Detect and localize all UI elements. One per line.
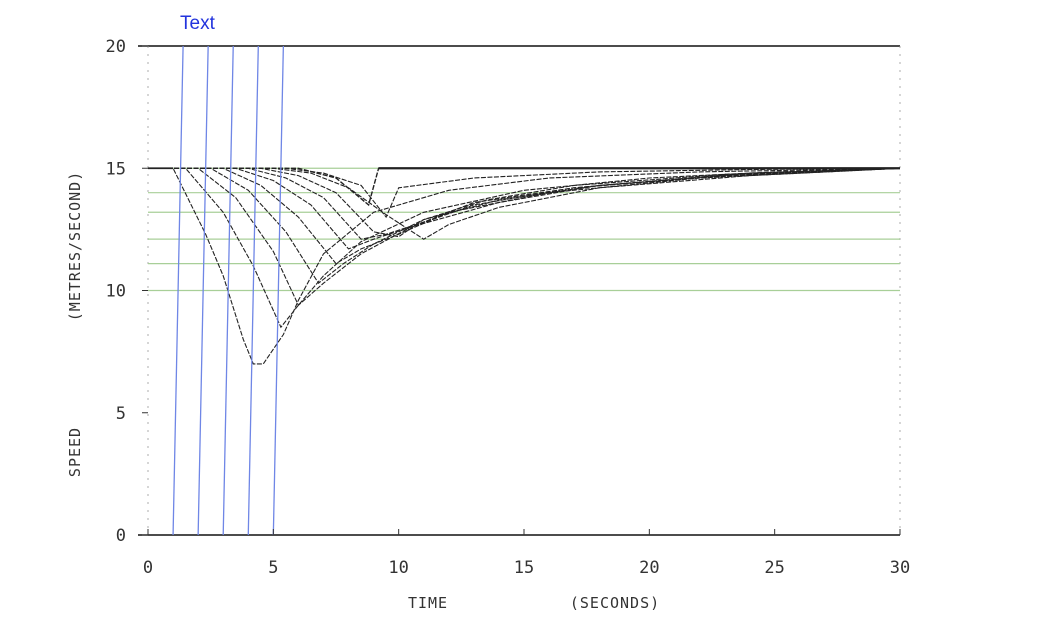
x-tick-label-1: 5 (268, 558, 278, 578)
plot-frame (138, 45, 901, 536)
speed-curve-8 (148, 167, 901, 240)
blue-line-1 (197, 45, 209, 536)
speed-curve-6 (148, 167, 901, 240)
speed-curve-5 (148, 167, 901, 250)
blue-line-0 (172, 45, 184, 536)
speed-curve-4 (148, 167, 901, 265)
x-tick-label-4: 20 (639, 558, 659, 578)
speed-curve-7 (148, 167, 901, 238)
speed-curve-0 (148, 167, 901, 365)
annotation-text: Text (180, 13, 216, 34)
speed-curve-10 (148, 167, 900, 207)
y-axis-label-speed: SPEED (66, 427, 84, 477)
x-axis-label-seconds: (SECONDS) (570, 594, 660, 612)
speed-curve-3 (148, 167, 901, 285)
x-tick-label-6: 30 (890, 558, 910, 578)
blue-overlay-lines (172, 45, 285, 536)
y-axis-label-units: (METRES/SECOND) (66, 171, 84, 321)
x-axis-label-time: TIME (408, 594, 448, 612)
y-tick-label-2: 10 (106, 282, 126, 302)
speed-curve-1 (148, 167, 901, 329)
axis-ticks: 0 5 10 15 20 25 30 0 5 10 15 20 (106, 37, 911, 578)
y-tick-label-4: 20 (106, 37, 126, 57)
speed-curves (148, 167, 901, 365)
x-tick-label-0: 0 (143, 558, 153, 578)
x-tick-label-3: 15 (514, 558, 534, 578)
green-overlay-lines (148, 167, 900, 292)
speed-curve-2 (148, 167, 901, 307)
blue-line-2 (222, 45, 234, 536)
y-tick-label-3: 15 (106, 159, 126, 179)
blue-line-3 (247, 45, 259, 536)
y-tick-label-1: 5 (116, 404, 126, 424)
x-tick-label-5: 25 (764, 558, 784, 578)
speed-curve-9 (148, 167, 901, 219)
blue-line-4 (272, 45, 285, 536)
x-tick-label-2: 10 (388, 558, 408, 578)
y-tick-label-0: 0 (116, 526, 126, 546)
